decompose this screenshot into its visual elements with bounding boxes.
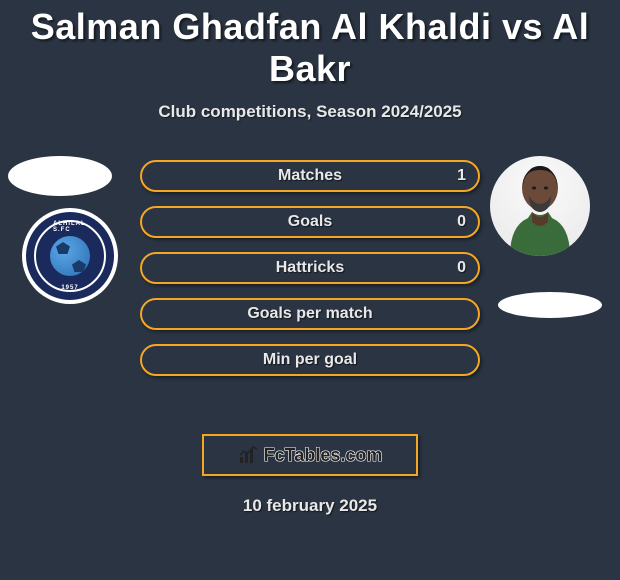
stat-pill-column: Matches 1 Goals 0 Hattricks 0 Goals per …	[140, 160, 480, 390]
stat-label: Matches	[278, 167, 342, 185]
stat-value-right: 1	[457, 167, 466, 185]
right-player-photo	[490, 156, 590, 256]
brand-text: FcTables.com	[264, 445, 383, 466]
club-logo-text-bottom: 1957	[61, 285, 78, 291]
stat-value-right: 0	[457, 259, 466, 277]
date-line: 10 february 2025	[0, 496, 620, 516]
club-logo-text-top: ALHILAL S.FC	[53, 221, 87, 233]
stats-area: ALHILAL S.FC 1957 Matches 1 Goals 0 Hatt…	[0, 160, 620, 420]
brand-box: FcTables.com	[202, 434, 418, 476]
stat-row-goals-per-match: Goals per match	[140, 298, 480, 330]
subtitle: Club competitions, Season 2024/2025	[0, 102, 620, 122]
stat-label: Goals	[288, 213, 332, 231]
ball-icon	[50, 236, 90, 276]
stat-value-right: 0	[457, 213, 466, 231]
left-placeholder-ellipse	[8, 156, 112, 196]
right-placeholder-ellipse	[498, 292, 602, 318]
page-title: Salman Ghadfan Al Khaldi vs Al Bakr	[0, 0, 620, 90]
stat-row-goals: Goals 0	[140, 206, 480, 238]
stat-label: Min per goal	[263, 351, 357, 369]
stat-row-hattricks: Hattricks 0	[140, 252, 480, 284]
stat-label: Hattricks	[276, 259, 344, 277]
chart-icon	[238, 445, 260, 465]
left-club-logo: ALHILAL S.FC 1957	[22, 208, 118, 304]
stat-row-min-per-goal: Min per goal	[140, 344, 480, 376]
player-silhouette-icon	[490, 156, 590, 256]
stat-label: Goals per match	[247, 305, 372, 323]
stat-row-matches: Matches 1	[140, 160, 480, 192]
